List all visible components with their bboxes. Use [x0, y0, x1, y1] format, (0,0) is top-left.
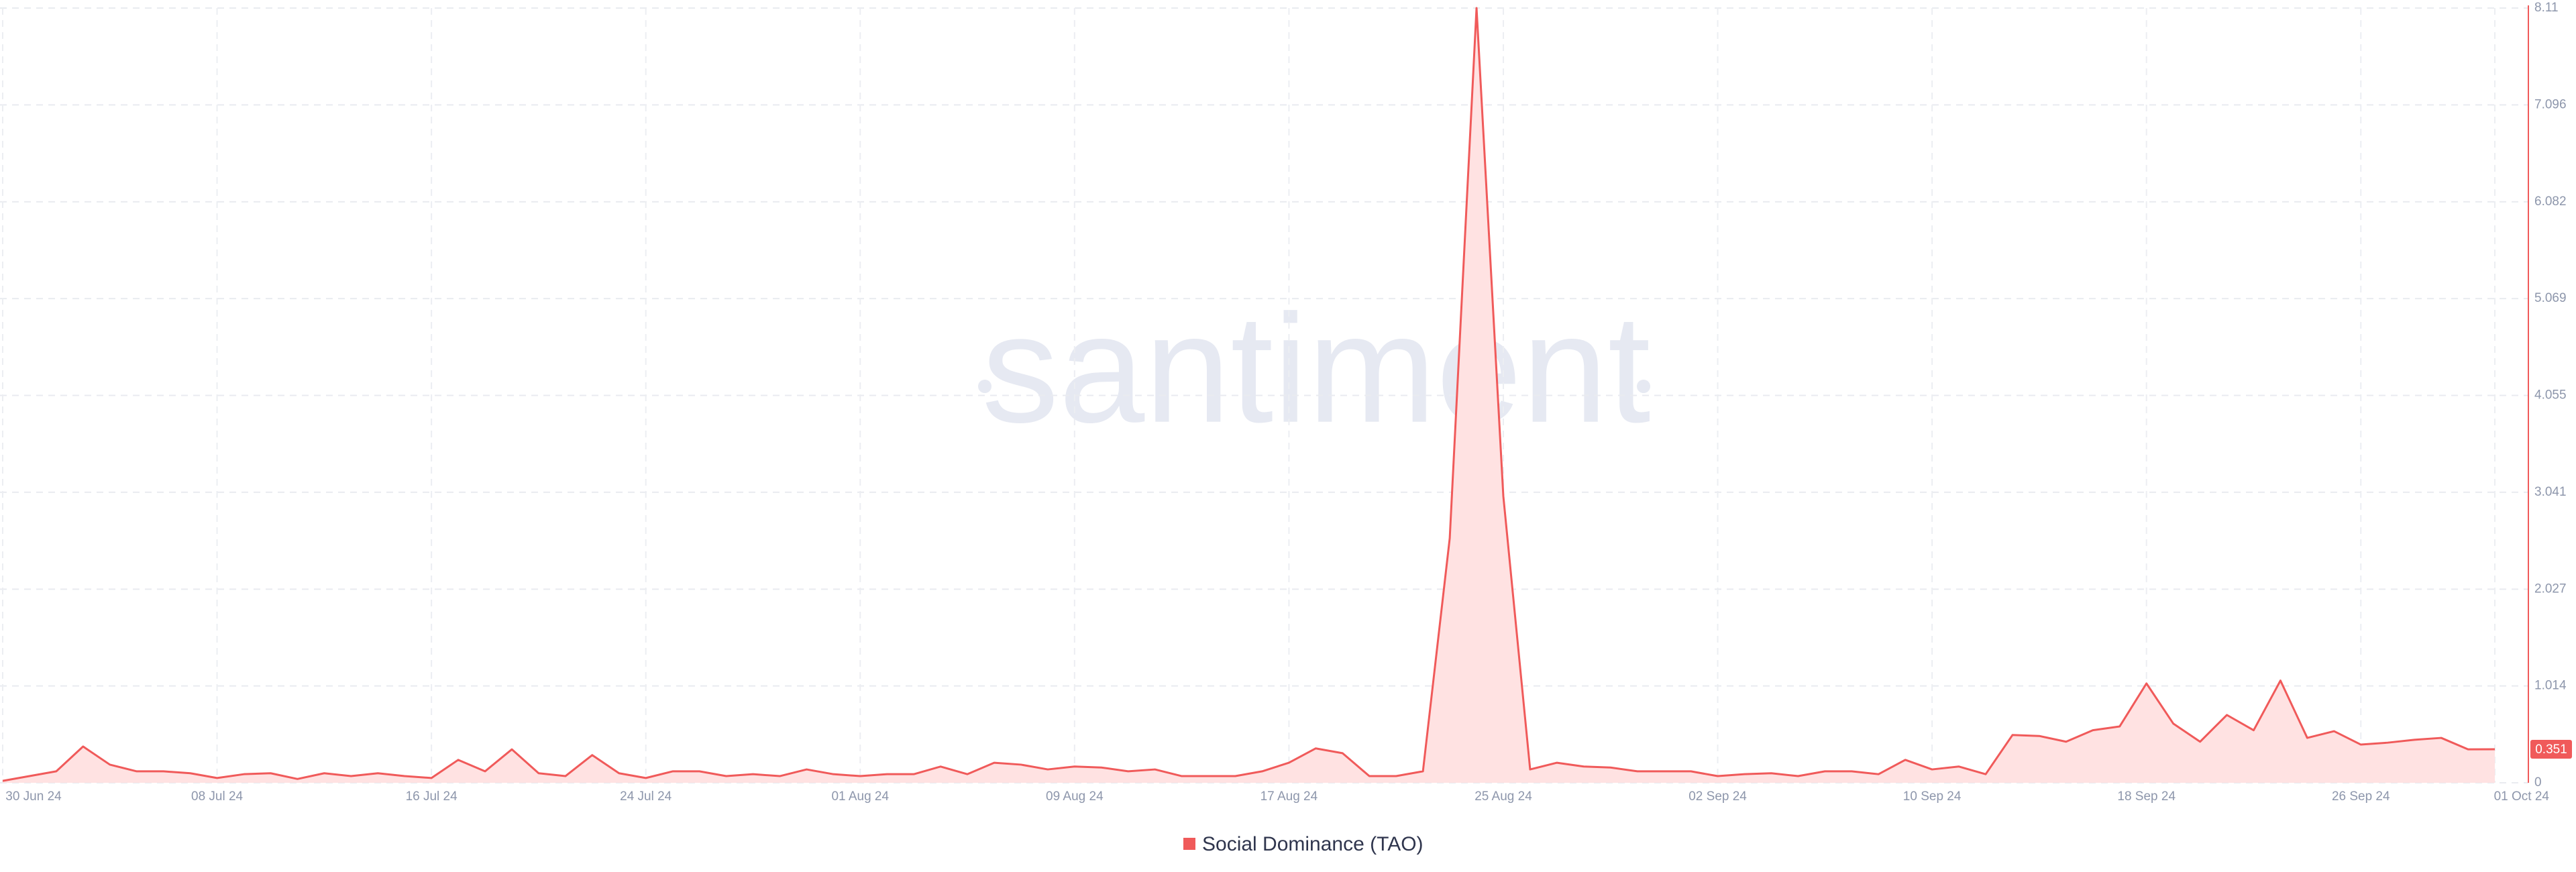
x-tick-label: 16 Jul 24 — [406, 789, 458, 804]
x-tick-label: 25 Aug 24 — [1474, 789, 1532, 804]
y-tick-label: 4.055 — [2534, 388, 2567, 402]
x-tick-label: 09 Aug 24 — [1046, 789, 1104, 804]
y-tick-label: 1.014 — [2534, 679, 2567, 693]
x-tick-label: 30 Jun 24 — [5, 789, 62, 804]
x-tick-label: 24 Jul 24 — [620, 789, 672, 804]
x-tick-label: 10 Sep 24 — [1903, 789, 1962, 804]
x-tick-label: 02 Sep 24 — [1688, 789, 1747, 804]
y-tick-label: 0 — [2534, 775, 2542, 789]
y-tick-label: 5.069 — [2534, 291, 2567, 305]
watermark-dot — [1637, 380, 1650, 393]
last-value-badge — [2530, 740, 2572, 759]
y-tick-label: 3.041 — [2534, 485, 2567, 499]
y-tick-label: 8.11 — [2534, 1, 2559, 15]
y-tick-label: 2.027 — [2534, 582, 2567, 596]
x-tick-label: 08 Jul 24 — [191, 789, 244, 804]
watermark: santiment — [981, 282, 1650, 455]
legend-label: Social Dominance (TAO) — [1202, 833, 1424, 855]
watermark-dot — [978, 380, 991, 393]
x-tick-label: 26 Sep 24 — [2332, 789, 2390, 804]
y-tick-label: 6.082 — [2534, 195, 2567, 209]
x-tick-label: 18 Sep 24 — [2117, 789, 2176, 804]
last-value-label: 0.351 — [2535, 743, 2567, 757]
y-tick-label: 7.096 — [2534, 97, 2567, 111]
x-tick-label: 01 Oct 24 — [2494, 789, 2550, 804]
x-tick-label: 17 Aug 24 — [1260, 789, 1318, 804]
legend-swatch — [1183, 838, 1195, 850]
x-tick-label: 01 Aug 24 — [831, 789, 889, 804]
line — [2, 7, 2496, 782]
